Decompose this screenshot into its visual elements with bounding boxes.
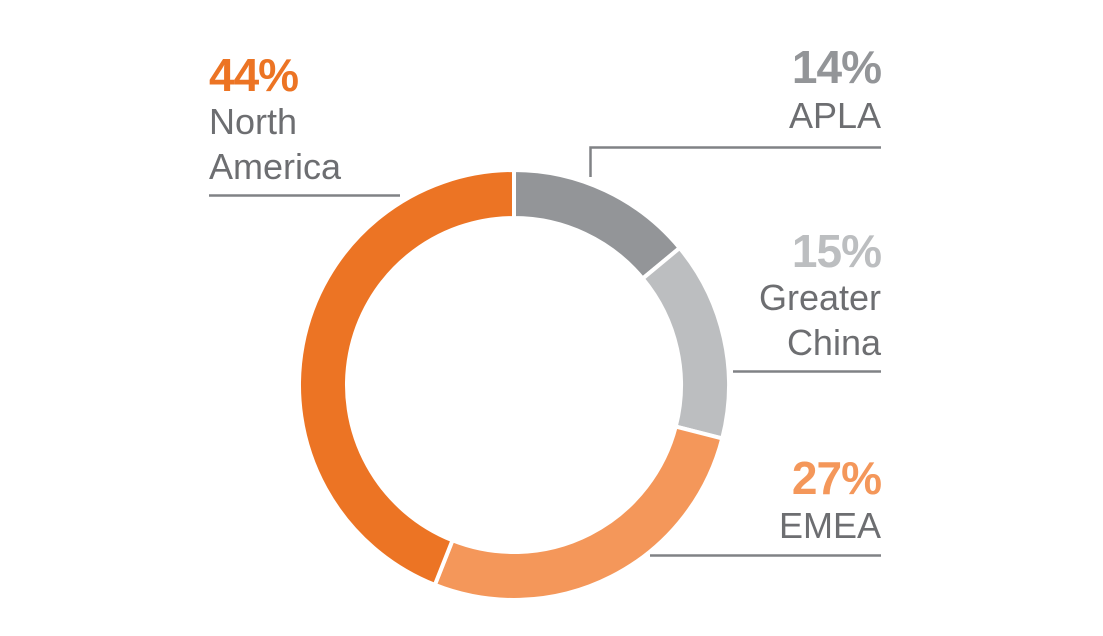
leader-line-apla (589, 146, 881, 177)
slice-value-apla: 14% (791, 41, 882, 93)
donut-slice-north-america (297, 167, 516, 588)
donut-slice-greater-china (639, 245, 731, 441)
slice-label-apla: APLA (788, 95, 881, 136)
leader-lines (209, 146, 881, 557)
slice-value-emea: 27% (791, 452, 882, 504)
slice-label-greater-china-line2: China (786, 322, 881, 363)
slice-value-greater-china: 15% (791, 225, 882, 277)
donut-slice-apla (512, 167, 683, 282)
slice-label-north-america-line2: America (209, 146, 342, 187)
slice-label-emea: EMEA (778, 505, 881, 546)
slice-label-greater-china-line1: Greater (758, 277, 881, 318)
slice-value-north-america: 44% (209, 49, 299, 101)
donut-slice-emea (432, 424, 725, 602)
donut-slices (297, 167, 731, 602)
slice-label-north-america-line1: North (209, 101, 298, 142)
